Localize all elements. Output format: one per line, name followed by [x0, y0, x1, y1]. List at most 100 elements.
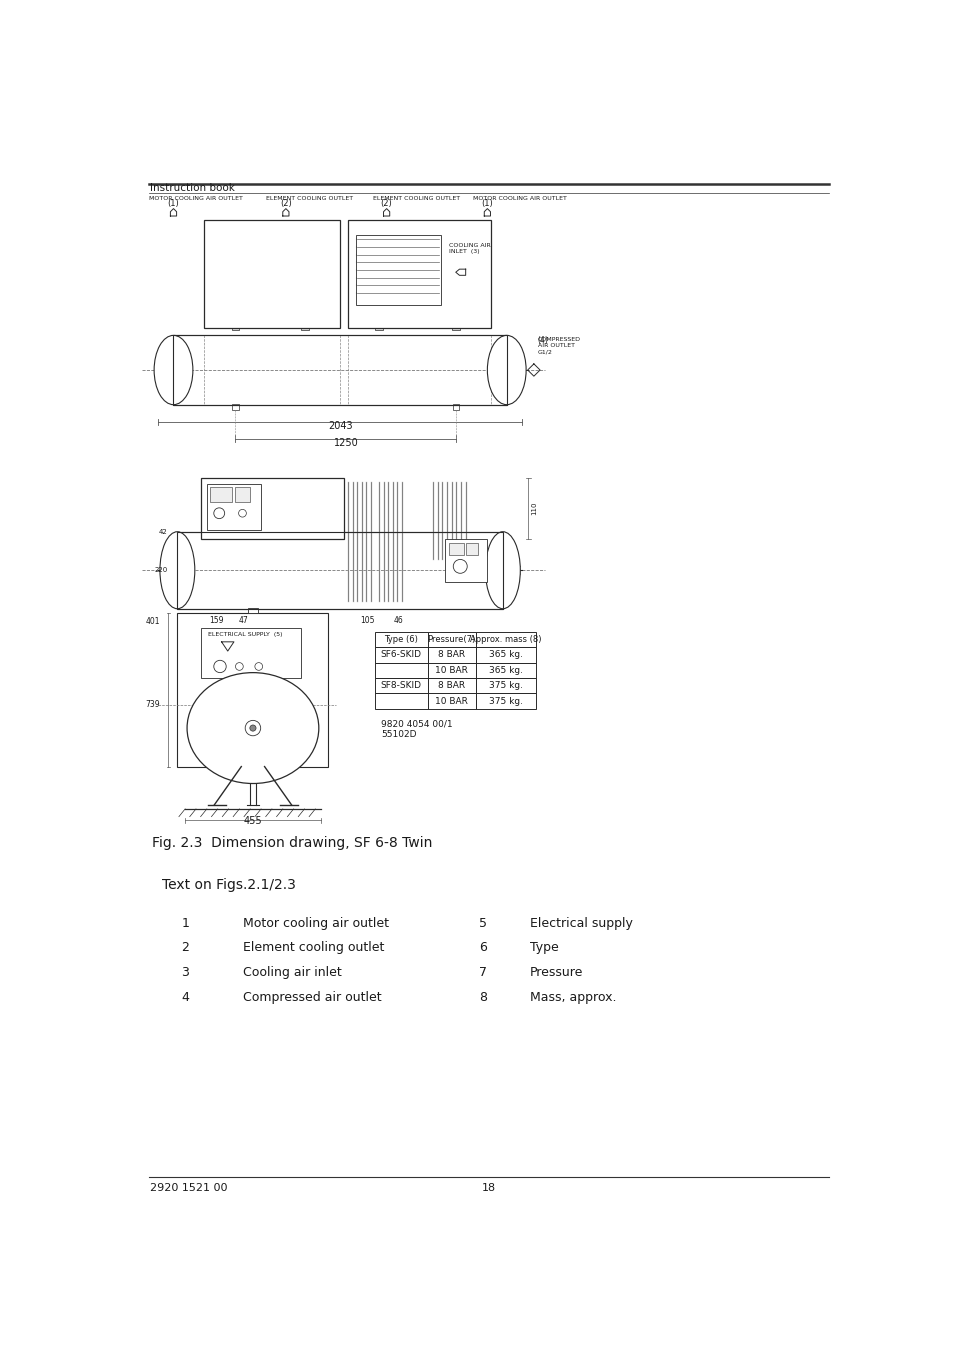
Bar: [234, 488, 250, 503]
Bar: [427, 647, 476, 662]
Bar: [427, 693, 476, 709]
Bar: [466, 543, 477, 555]
Bar: [207, 484, 261, 530]
Text: Motor cooling air outlet: Motor cooling air outlet: [243, 917, 389, 929]
Text: 8 BAR: 8 BAR: [437, 650, 465, 659]
Text: 365 kg.: 365 kg.: [489, 666, 522, 674]
Text: (2): (2): [280, 199, 292, 208]
Text: 105: 105: [359, 616, 375, 624]
Circle shape: [213, 661, 226, 673]
Text: 8 BAR: 8 BAR: [437, 681, 465, 690]
Text: Electrical supply: Electrical supply: [530, 917, 632, 929]
Bar: [177, 532, 502, 609]
Ellipse shape: [487, 335, 525, 405]
Text: Pressure: Pressure: [530, 966, 583, 979]
Bar: [348, 220, 491, 328]
Circle shape: [213, 508, 224, 519]
Text: SF8-SKID: SF8-SKID: [380, 681, 421, 690]
Text: ELEMENT COOLING OUTLET: ELEMENT COOLING OUTLET: [266, 196, 354, 201]
Bar: [301, 326, 309, 330]
Circle shape: [254, 662, 262, 670]
Bar: [233, 404, 238, 411]
Bar: [427, 678, 476, 693]
Text: 1: 1: [181, 917, 189, 929]
Text: 6: 6: [479, 942, 487, 954]
Ellipse shape: [160, 532, 194, 609]
Text: 4: 4: [181, 990, 189, 1004]
Text: 2043: 2043: [328, 422, 352, 431]
Bar: [375, 693, 427, 709]
Text: 159: 159: [209, 616, 223, 624]
Text: MOTOR COOLING AIR OUTLET: MOTOR COOLING AIR OUTLET: [473, 196, 567, 201]
Ellipse shape: [154, 335, 193, 405]
Bar: [444, 539, 487, 582]
Text: Type (6): Type (6): [384, 635, 417, 644]
Text: 3: 3: [181, 966, 189, 979]
Text: Instruction book: Instruction book: [150, 184, 234, 193]
Bar: [355, 235, 440, 304]
Text: Approx. mass (8): Approx. mass (8): [470, 635, 541, 644]
Text: 9820 4054 00/1
55102D: 9820 4054 00/1 55102D: [381, 720, 453, 739]
Bar: [173, 335, 506, 405]
Bar: [200, 478, 344, 539]
Text: Compressed air outlet: Compressed air outlet: [243, 990, 381, 1004]
Bar: [375, 678, 427, 693]
Text: ELECTRICAL SUPPLY  (5): ELECTRICAL SUPPLY (5): [208, 632, 283, 636]
Circle shape: [235, 662, 243, 670]
Text: 7: 7: [479, 966, 487, 979]
Bar: [448, 543, 464, 555]
Bar: [173, 335, 506, 405]
Bar: [476, 678, 536, 693]
Bar: [204, 220, 340, 328]
Text: Mass, approx.: Mass, approx.: [530, 990, 616, 1004]
Bar: [452, 326, 459, 330]
Text: Type: Type: [530, 942, 558, 954]
Bar: [476, 647, 536, 662]
Bar: [476, 693, 536, 709]
Text: 8: 8: [479, 990, 487, 1004]
Text: Pressure(7): Pressure(7): [427, 635, 476, 644]
Text: 1250: 1250: [334, 438, 358, 449]
Text: MOTOR COOLING AIR OUTLET: MOTOR COOLING AIR OUTLET: [149, 196, 242, 201]
Text: COMPRESSED
AIR OUTLET
G1/2: COMPRESSED AIR OUTLET G1/2: [537, 338, 580, 354]
Text: 2920 1521 00: 2920 1521 00: [150, 1182, 228, 1193]
Bar: [210, 488, 232, 503]
Bar: [177, 532, 502, 609]
Bar: [375, 326, 382, 330]
Text: 365 kg.: 365 kg.: [489, 650, 522, 659]
Text: (1): (1): [168, 199, 179, 208]
Text: 10 BAR: 10 BAR: [435, 697, 468, 705]
Ellipse shape: [485, 532, 519, 609]
Text: 375 kg.: 375 kg.: [489, 697, 522, 705]
Text: Fig. 2.3  Dimension drawing, SF 6-8 Twin: Fig. 2.3 Dimension drawing, SF 6-8 Twin: [152, 836, 432, 850]
Bar: [248, 608, 257, 613]
Bar: [232, 326, 239, 330]
Bar: [375, 647, 427, 662]
Text: 401: 401: [146, 617, 160, 626]
Text: (1): (1): [481, 199, 493, 208]
Text: Cooling air inlet: Cooling air inlet: [243, 966, 341, 979]
Text: Element cooling outlet: Element cooling outlet: [243, 942, 384, 954]
Text: 110: 110: [531, 501, 537, 515]
Circle shape: [250, 725, 255, 731]
Text: 47: 47: [238, 616, 248, 624]
Bar: [476, 632, 536, 647]
Text: 455: 455: [243, 816, 262, 827]
Text: (4): (4): [537, 336, 548, 345]
Text: COOLING AIR
INLET  (3): COOLING AIR INLET (3): [448, 243, 490, 254]
Text: 42: 42: [158, 530, 167, 535]
Bar: [453, 404, 459, 411]
Bar: [375, 662, 427, 678]
Bar: [200, 628, 301, 678]
Bar: [375, 632, 427, 647]
Bar: [427, 632, 476, 647]
Circle shape: [245, 720, 260, 736]
Text: 46: 46: [393, 616, 403, 624]
Text: 5: 5: [479, 917, 487, 929]
Text: 220: 220: [153, 567, 167, 573]
Bar: [177, 612, 328, 766]
Text: 10 BAR: 10 BAR: [435, 666, 468, 674]
Text: 375 kg.: 375 kg.: [489, 681, 522, 690]
Text: SF6-SKID: SF6-SKID: [380, 650, 421, 659]
Bar: [427, 662, 476, 678]
